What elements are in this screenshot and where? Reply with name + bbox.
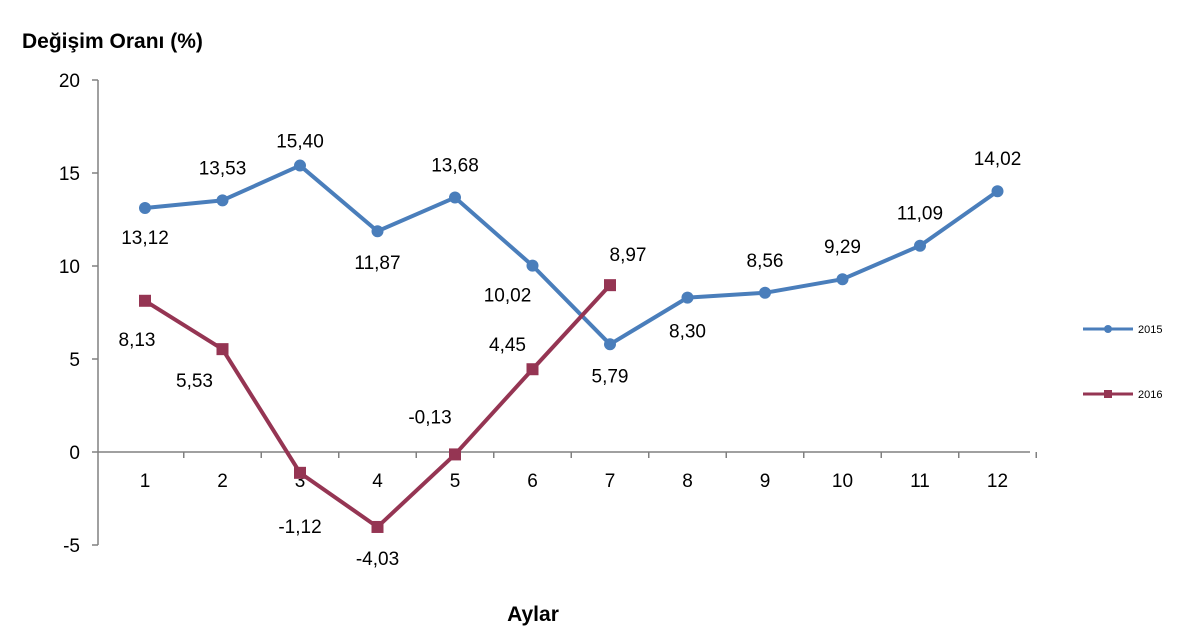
data-point-2015 [294,159,306,172]
data-point-2015 [914,239,926,252]
data-point-2016 [526,363,539,376]
x-tick-label: 5 [450,471,461,492]
data-label-2015: 10,02 [484,286,532,307]
y-tick-label: 10 [59,257,80,278]
data-point-2015 [604,338,616,351]
data-point-2015 [991,185,1004,198]
data-point-2015 [449,191,461,204]
data-label-2015: 8,30 [669,322,706,343]
data-label-2016: 8,13 [119,330,156,351]
data-point-2015 [681,291,694,304]
x-tick-label: 3 [295,471,306,492]
data-label-2015: 14,02 [974,149,1022,170]
y-tick-label: 15 [59,164,80,185]
x-tick-label: 10 [832,471,853,492]
x-tick-label: 7 [605,471,616,492]
y-tick-label: -5 [63,536,80,557]
data-point-2016 [216,343,229,356]
y-axis-ticks: 20 15 10 5 0 -5 [59,71,98,557]
legend-label-2015: 2015 [1138,324,1162,336]
x-tick-label: 1 [140,471,151,492]
data-point-2016 [294,466,306,479]
data-label-2015: 11,87 [354,253,400,274]
data-point-2016 [371,520,384,533]
y-axis-title: Değişim Oranı (%) [22,30,203,53]
legend-marker-2016 [1104,390,1112,398]
data-label-2015: 9,29 [824,237,861,258]
data-label-2015: 8,56 [747,251,784,272]
data-label-2016: -4,03 [356,549,399,570]
data-point-2016 [139,294,151,307]
legend-marker-2015 [1104,325,1112,333]
data-label-2015: 13,53 [199,158,247,179]
x-tick-label: 12 [987,471,1008,492]
y-tick-label: 0 [69,443,80,464]
data-point-2016 [449,448,461,461]
data-label-2015: 13,12 [121,228,169,249]
x-axis-title: Aylar [507,603,559,626]
data-label-2015: 15,40 [276,132,324,153]
data-label-2015: 13,68 [431,156,479,177]
x-tick-label: 9 [760,471,771,492]
data-point-2015 [526,259,539,272]
data-point-2015 [216,194,229,207]
y-tick-label: 5 [69,350,80,371]
legend: 2015 2016 [1083,324,1162,401]
x-tick-label: 4 [372,471,383,492]
x-tick-label: 11 [910,471,930,492]
data-labels: 13,12 13,53 15,40 11,87 13,68 10,02 5,79 8,30 8,… [119,132,1022,570]
data-point-2015 [371,225,384,238]
y-tick-label: 20 [59,71,80,92]
data-label-2016: 8,97 [610,245,647,266]
series-layer [139,159,1004,533]
data-label-2015: 5,79 [592,366,629,387]
data-label-2015: 11,09 [897,204,943,225]
x-tick-label: 2 [217,471,228,492]
data-point-2016 [604,279,616,292]
x-axis-ticks: 1 2 3 4 5 6 7 8 9 10 11 12 [140,452,1037,492]
legend-label-2016: 2016 [1138,389,1162,401]
x-tick-label: 8 [682,471,693,492]
data-label-2016: -1,12 [278,517,321,538]
x-tick-label: 6 [527,471,538,492]
data-label-2016: -0,13 [408,407,451,428]
data-point-2015 [759,286,771,299]
data-point-2015 [139,201,151,214]
series-line-2015 [143,163,1000,347]
data-point-2015 [836,273,849,286]
data-label-2016: 5,53 [176,371,213,392]
data-label-2016: 4,45 [489,335,526,356]
